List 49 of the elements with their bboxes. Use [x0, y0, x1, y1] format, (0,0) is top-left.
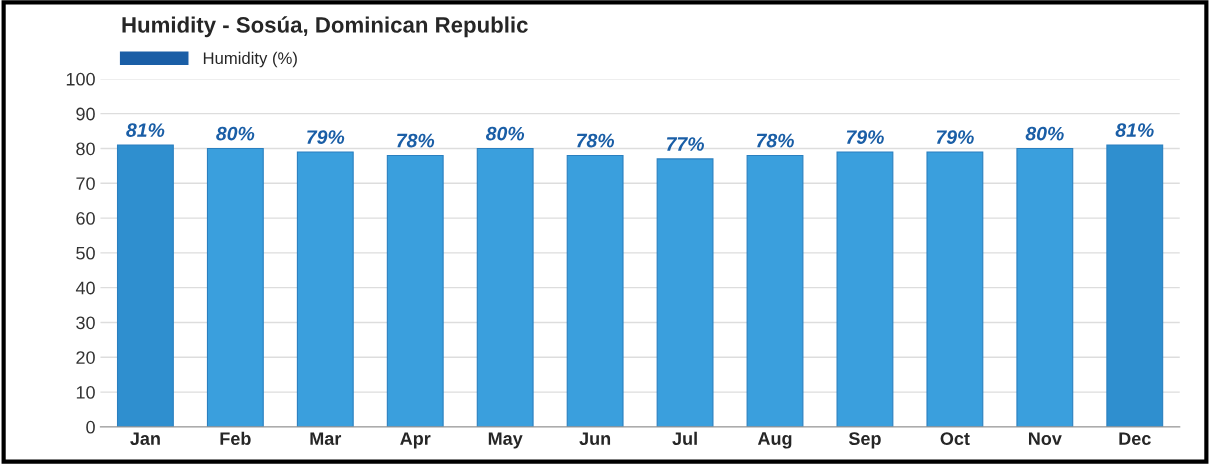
x-tick-label: Apr	[400, 432, 431, 449]
data-label: 81%	[126, 123, 165, 137]
data-label: 80%	[216, 126, 255, 141]
x-tick-label: Nov	[1028, 432, 1062, 445]
x-tick-label: Sep	[848, 432, 881, 449]
text: Humidity (%)	[203, 51, 297, 68]
x-tick-label: Jun	[579, 432, 611, 445]
bar	[206, 147, 264, 427]
y-tick-label: 50	[76, 246, 95, 260]
x-tick-label: May	[488, 432, 523, 449]
bar	[386, 154, 444, 427]
bar	[566, 154, 624, 427]
x-tick-label: Jan	[130, 432, 160, 445]
data-label: 78%	[397, 133, 435, 148]
data-label: 80%	[485, 126, 525, 141]
y-tick-label: 30	[76, 316, 95, 330]
data-label: 81%	[1115, 123, 1154, 137]
bar	[926, 151, 984, 427]
y-tick-label: 100	[66, 72, 95, 86]
data-label: 77%	[666, 137, 704, 151]
y-tick-label: 10	[76, 386, 95, 399]
y-tick-label: 80	[76, 142, 95, 156]
x-tick-label: Feb	[220, 431, 251, 445]
data-label: 80%	[1025, 126, 1064, 141]
data-label: 79%	[846, 130, 884, 144]
bar	[1106, 144, 1164, 427]
data-label: 79%	[307, 130, 345, 144]
y-tick-label: 0	[86, 420, 95, 434]
x-tick-label: Aug	[757, 432, 792, 449]
bar	[746, 154, 804, 427]
bar	[476, 147, 534, 427]
bar	[1016, 147, 1074, 427]
y-tick-label: 90	[76, 107, 95, 121]
y-tick-label: 20	[76, 351, 95, 364]
y-tick-label: 60	[76, 212, 95, 225]
bar	[836, 151, 894, 427]
bar	[296, 151, 354, 427]
bar	[116, 144, 174, 427]
data-label: 79%	[936, 130, 974, 144]
data-label: 78%	[756, 133, 794, 148]
chart-title: Humidity - Sosúa, Dominican Republic	[122, 16, 528, 38]
bar	[656, 158, 714, 427]
x-tick-label: Dec	[1119, 432, 1151, 445]
x-tick-label: Jul	[672, 431, 697, 445]
y-tick-label: 70	[76, 177, 95, 190]
x-tick-label: Oct	[940, 432, 970, 445]
data-label: 78%	[577, 133, 615, 148]
x-tick-label: Mar	[310, 432, 342, 445]
y-tick-label: 40	[75, 281, 95, 295]
